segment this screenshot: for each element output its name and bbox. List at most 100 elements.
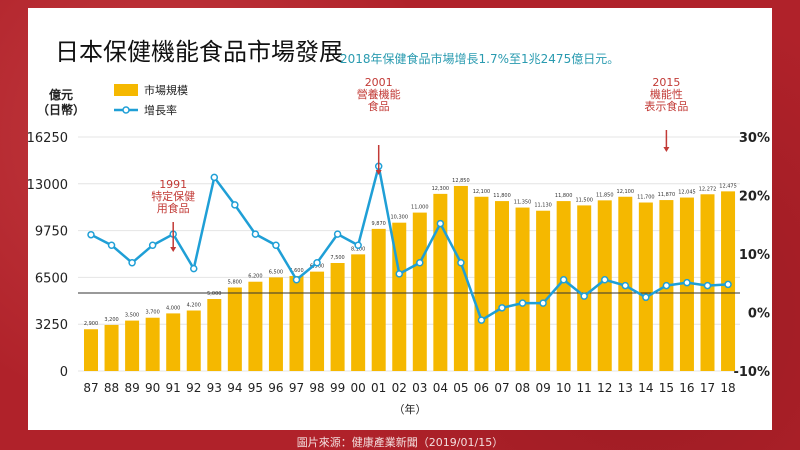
x-tick-label: 94 [227,381,242,395]
bar-data-label: 12,300 [432,186,450,192]
annotation-text: 2001 [365,76,393,89]
bar-data-label: 12,850 [452,178,470,184]
x-tick-label: 04 [433,381,448,395]
bar [84,329,98,371]
x-tick-label: 16 [679,381,694,395]
bar-data-label: 11,500 [575,197,593,203]
legend-label: 市場規模 [144,83,188,97]
growth-point [395,270,403,278]
bar-data-label: 7,500 [330,255,344,261]
bar-data-label: 4,200 [187,303,201,309]
bar-data-label: 12,100 [617,189,635,195]
x-tick-label: 97 [289,381,304,395]
growth-point [580,292,588,300]
bar [453,185,468,371]
bar [330,263,345,371]
bar-data-label: 9,870 [372,221,386,227]
bar-data-label: 3,200 [104,317,118,323]
bar-data-label: 10,300 [391,215,409,221]
bar-data-label: 11,870 [658,192,676,198]
bar-data-label: 5,000 [207,291,221,297]
x-tick-label: 90 [145,381,160,395]
annotation-text: 食品 [368,99,390,113]
bar [310,271,325,371]
bar-data-label: 4,000 [166,305,180,311]
bar [577,205,592,371]
bar-data-label: 12,272 [699,186,717,192]
bar-data-label: 12,475 [719,183,737,189]
growth-point [333,230,342,238]
annotation-text: 表示食品 [644,99,688,113]
x-tick-label: 06 [474,381,489,395]
bar-data-label: 11,700 [637,195,655,201]
y-tick-label-right: 30% [739,131,770,146]
bar-data-label: 8,100 [351,246,365,252]
annotation-text: 營養機能 [357,87,401,101]
y-tick-label-left: 3250 [35,318,68,333]
y-tick-label-left: 6500 [35,271,68,286]
x-tick-label: 09 [535,381,550,395]
y-tick-label-left: 16250 [27,131,68,146]
bar [207,299,222,371]
bar [597,200,612,371]
x-tick-label: 99 [330,381,345,395]
bar [227,287,242,371]
legend-swatch-point [122,106,130,114]
bar-data-label: 5,800 [228,279,242,285]
x-tick-label: 02 [392,381,407,395]
y-tick-label-right: 0% [748,307,770,322]
x-tick-label: 91 [166,381,181,395]
growth-point [272,241,280,249]
y-tick-label-left: 9750 [35,225,68,240]
x-tick-label: 11 [577,381,592,395]
growth-point [313,259,321,267]
x-tick-label: 08 [515,381,530,395]
x-tick-label: 18 [720,381,735,395]
y-tick-label-right: 10% [739,248,770,263]
bar [166,313,181,371]
y-tick-label-right: 20% [739,190,770,205]
bar-data-label: 6,500 [269,269,283,275]
x-tick-label: 12 [597,381,612,395]
annotation-text: 特定保健 [151,189,195,203]
y-tick-label-left: 0 [60,365,68,380]
growth-point [354,241,362,249]
bar-data-label: 11,350 [514,200,532,206]
x-tick-label: 96 [268,381,283,395]
bar-data-label: 11,000 [411,205,429,211]
growth-point [231,201,239,209]
bar-data-label: 3,500 [125,313,139,319]
annotation-text: 2015 [652,76,680,89]
growth-point [621,281,630,290]
growth-point [416,259,424,267]
bar [495,201,509,371]
bar-data-label: 12,045 [678,190,696,196]
x-tick-label: 03 [412,381,427,395]
annotation-arrowhead [663,147,670,152]
bar-data-label: 6,900 [310,264,324,270]
growth-point [148,241,157,249]
growth-point [457,259,465,267]
x-tick-label: 00 [351,381,366,395]
annotation-text: 1991 [159,178,187,191]
growth-point [683,278,691,287]
growth-point [601,275,609,284]
growth-point [703,281,712,290]
page-title: 日本保健機能食品市場發展 [55,38,343,66]
x-tick-label: 88 [104,381,119,395]
growth-point [87,230,95,239]
bar-data-label: 6,600 [289,268,303,274]
bar [268,277,283,371]
growth-point [642,293,650,302]
bar-data-label: 11,130 [534,203,552,209]
bar [515,207,530,371]
y-axis-label: 億元（日幣） [36,88,85,117]
bar [289,275,304,371]
growth-point [190,264,198,273]
growth-point [477,316,486,324]
x-tick-label: 17 [700,381,715,395]
growth-point [724,280,732,289]
annotation-text: 用食品 [157,201,190,215]
bar [186,310,201,371]
